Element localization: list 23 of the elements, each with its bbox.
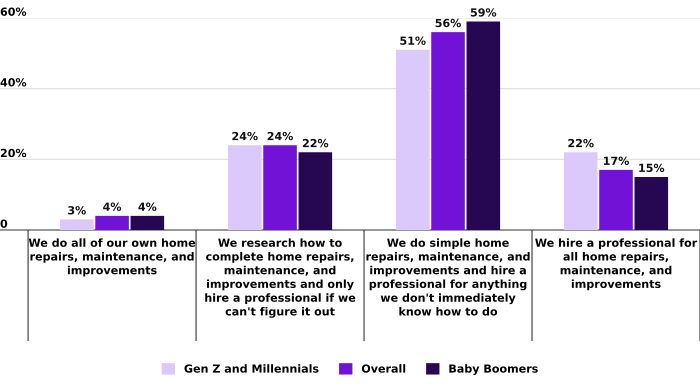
data-label: 24% (232, 132, 258, 140)
data-label: 56% (436, 18, 461, 28)
data-label: 24% (268, 132, 293, 140)
data-label: 15% (639, 164, 664, 172)
x-tick-label: We do simple home repairs, maintenance, and improvements and hire a professional for anything we don't immediately know how to do (366, 238, 530, 316)
data-label: 22% (302, 138, 328, 148)
legend-label: Baby Boomers (449, 364, 538, 375)
data-label: 17% (604, 156, 629, 166)
x-tick-label: We do all of our own home repairs, maintenance, and improvements (28, 238, 196, 277)
data-label: 22% (568, 138, 594, 148)
data-label: 4% (103, 202, 122, 211)
y-tick-label: 20% (0, 148, 26, 158)
x-tick-label: We hire a professional for all home repairs, maintenance, and improvements (535, 238, 698, 290)
legend-label: Overall (362, 364, 406, 373)
data-label: 59% (470, 8, 496, 17)
y-tick-label: 0 (0, 219, 8, 228)
y-tick-label: 60% (0, 7, 26, 16)
y-tick-label: 40% (0, 78, 26, 87)
data-label: 3% (68, 206, 86, 214)
legend-label: Gen Z and Millennials (184, 364, 319, 373)
x-tick-label: We research how to complete home repairs, maintenance, and improvements and only hire a professional if we can't figure it out (205, 238, 356, 318)
data-label: 4% (138, 202, 156, 211)
data-label: 51% (400, 36, 426, 45)
